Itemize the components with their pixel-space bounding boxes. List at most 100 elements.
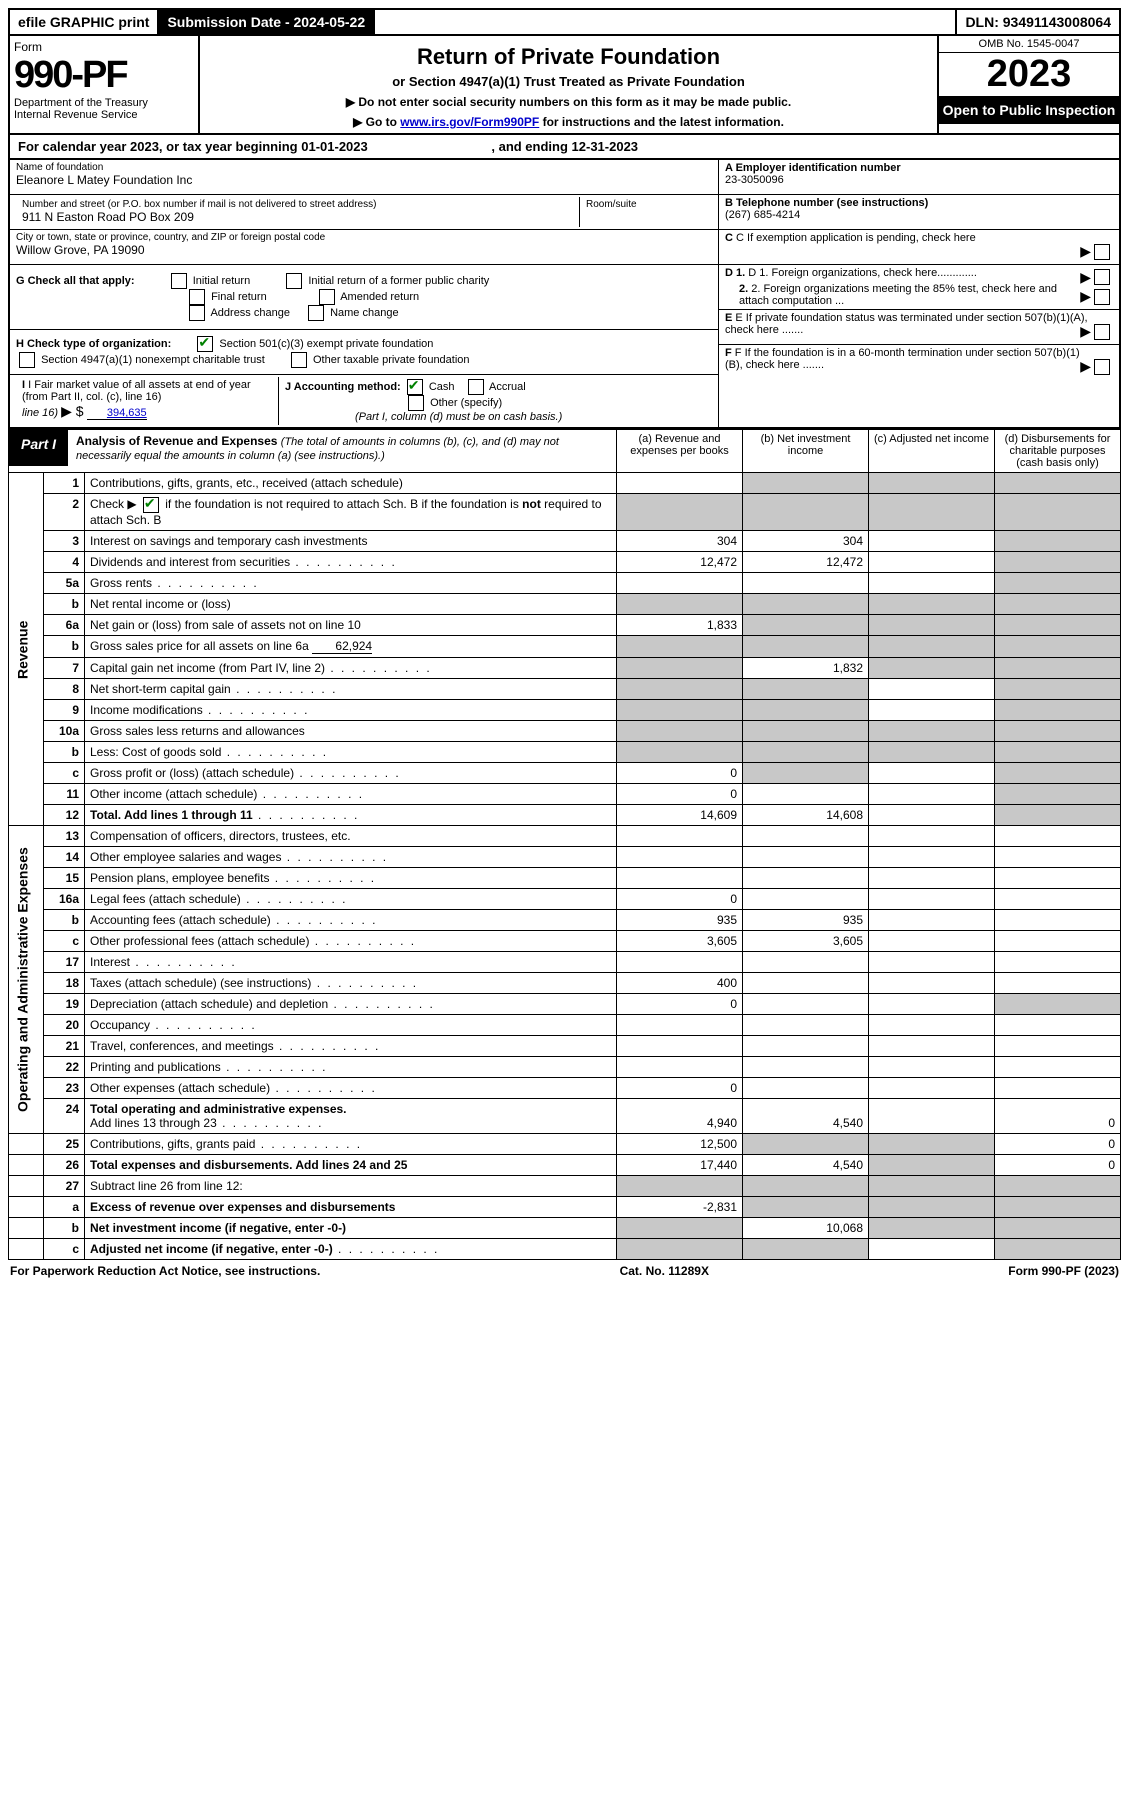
spacer (375, 10, 957, 34)
r5a-desc: Gross rents (85, 573, 617, 594)
r2-desc: Check ▶ if the foundation is not require… (85, 494, 617, 531)
addr-row: Number and street (or P.O. box number if… (10, 195, 718, 230)
d2-checkbox[interactable] (1094, 289, 1110, 305)
e-row: E E If private foundation status was ter… (719, 310, 1119, 345)
cash-checkbox[interactable] (407, 379, 423, 395)
r27c-desc: Adjusted net income (if negative, enter … (85, 1239, 617, 1260)
h-label: H Check type of organization: (16, 338, 171, 350)
r6b-pre: Gross sales price for all assets on line… (90, 639, 309, 653)
calendar-year-row: For calendar year 2023, or tax year begi… (8, 135, 1121, 160)
row-12: 12Total. Add lines 1 through 11 14,60914… (9, 805, 1121, 826)
note-goto: ▶ Go to www.irs.gov/Form990PF for instru… (208, 115, 929, 129)
r20-desc: Occupancy (85, 1015, 617, 1036)
info-grid: Name of foundation Eleanore L Matey Foun… (8, 160, 1121, 429)
tel-label: B Telephone number (see instructions) (725, 197, 1089, 209)
row-4: 4Dividends and interest from securities … (9, 552, 1121, 573)
e-checkbox[interactable] (1094, 324, 1110, 340)
revenue-side-label: Revenue (9, 473, 44, 826)
r19-desc: Depreciation (attach schedule) and deple… (85, 994, 617, 1015)
header-left: Form 990-PF Department of the Treasury I… (10, 36, 200, 133)
r12-desc: Total. Add lines 1 through 11 (85, 805, 617, 826)
row-17: 17Interest (9, 952, 1121, 973)
r18-a: 400 (617, 973, 743, 994)
s501-checkbox[interactable] (197, 336, 213, 352)
omb-number: OMB No. 1545-0047 (939, 36, 1119, 53)
c-checkbox[interactable] (1094, 244, 1110, 260)
accrual-checkbox[interactable] (468, 379, 484, 395)
row-27: 27Subtract line 26 from line 12: (9, 1176, 1121, 1197)
f-row: F F If the foundation is in a 60-month t… (719, 345, 1119, 379)
name-change-checkbox[interactable] (308, 305, 324, 321)
row-10b: bLess: Cost of goods sold (9, 742, 1121, 763)
r1-desc: Contributions, gifts, grants, etc., rece… (85, 473, 617, 494)
row-24: 24 Total operating and administrative ex… (9, 1099, 1121, 1134)
room-label: Room/suite (586, 199, 706, 210)
f-checkbox[interactable] (1094, 359, 1110, 375)
footer-left: For Paperwork Reduction Act Notice, see … (10, 1264, 320, 1278)
d2-label: 2. Foreign organizations meeting the 85%… (739, 283, 1057, 307)
r3-desc: Interest on savings and temporary cash i… (85, 531, 617, 552)
initial-return-checkbox[interactable] (171, 273, 187, 289)
row-16c: cOther professional fees (attach schedul… (9, 931, 1121, 952)
row-18: 18Taxes (attach schedule) (see instructi… (9, 973, 1121, 994)
row-16a: 16aLegal fees (attach schedule) 0 (9, 889, 1121, 910)
dln-label: DLN: 93491143008064 (957, 10, 1119, 34)
r25-a: 12,500 (617, 1134, 743, 1155)
other-method-checkbox[interactable] (408, 395, 424, 411)
name-row: Name of foundation Eleanore L Matey Foun… (10, 160, 718, 195)
r16a-a: 0 (617, 889, 743, 910)
amended-return-checkbox[interactable] (319, 289, 335, 305)
d1-checkbox[interactable] (1094, 269, 1110, 285)
r18-desc: Taxes (attach schedule) (see instruction… (85, 973, 617, 994)
initial-former-checkbox[interactable] (286, 273, 302, 289)
r3-b: 304 (743, 531, 869, 552)
g-row: G Check all that apply: Initial return I… (10, 265, 718, 330)
r26-d: 0 (995, 1155, 1121, 1176)
r11-desc: Other income (attach schedule) (85, 784, 617, 805)
form-title: Return of Private Foundation (208, 44, 929, 70)
r24-sub: Add lines 13 through 23 (90, 1116, 323, 1130)
foundation-name: Eleanore L Matey Foundation Inc (16, 173, 712, 187)
r16b-b: 935 (743, 910, 869, 931)
note2-post: for instructions and the latest informat… (543, 115, 784, 129)
r24-b: 4,540 (743, 1099, 869, 1134)
r25-desc: Contributions, gifts, grants paid (85, 1134, 617, 1155)
row-6a: 6aNet gain or (loss) from sale of assets… (9, 615, 1121, 636)
r2-pre: Check ▶ (90, 497, 137, 511)
r26-desc: Total expenses and disbursements. Add li… (85, 1155, 617, 1176)
efile-label: efile GRAPHIC print (10, 10, 159, 34)
row-1: Revenue 1Contributions, gifts, grants, e… (9, 473, 1121, 494)
city-val: Willow Grove, PA 19090 (16, 243, 712, 257)
r19-a: 0 (617, 994, 743, 1015)
other-taxable-label: Other taxable private foundation (313, 354, 470, 366)
row-22: 22Printing and publications (9, 1057, 1121, 1078)
fmv-value[interactable]: 394,635 (87, 407, 147, 420)
final-return-checkbox[interactable] (189, 289, 205, 305)
city-row: City or town, state or province, country… (10, 230, 718, 265)
expenses-side-label: Operating and Administrative Expenses (9, 826, 44, 1134)
tel-val: (267) 685-4214 (725, 209, 1089, 221)
r6a-a: 1,833 (617, 615, 743, 636)
footer-right: Form 990-PF (2023) (1008, 1264, 1119, 1278)
initial-former-label: Initial return of a former public charit… (308, 275, 489, 287)
instructions-link[interactable]: www.irs.gov/Form990PF (400, 115, 539, 129)
address-change-checkbox[interactable] (189, 305, 205, 321)
e-label: E If private foundation status was termi… (725, 312, 1088, 336)
r23-desc: Other expenses (attach schedule) (85, 1078, 617, 1099)
other-taxable-checkbox[interactable] (291, 352, 307, 368)
s4947-checkbox[interactable] (19, 352, 35, 368)
row-11: 11Other income (attach schedule) 0 (9, 784, 1121, 805)
r27b-desc: Net investment income (if negative, ente… (85, 1218, 617, 1239)
info-right: A Employer identification number 23-3050… (718, 160, 1119, 427)
r11-a: 0 (617, 784, 743, 805)
dept-label: Department of the Treasury (14, 97, 194, 109)
i-label: I Fair market value of all assets at end… (22, 379, 251, 403)
form-number: 990-PF (14, 54, 194, 97)
tax-year: 2023 (939, 53, 1119, 96)
footer-mid: Cat. No. 11289X (620, 1264, 709, 1278)
r16a-desc: Legal fees (attach schedule) (85, 889, 617, 910)
header-right: OMB No. 1545-0047 2023 Open to Public In… (937, 36, 1119, 133)
row-27c: cAdjusted net income (if negative, enter… (9, 1239, 1121, 1260)
amended-return-label: Amended return (340, 291, 419, 303)
schb-checkbox[interactable] (143, 497, 159, 513)
